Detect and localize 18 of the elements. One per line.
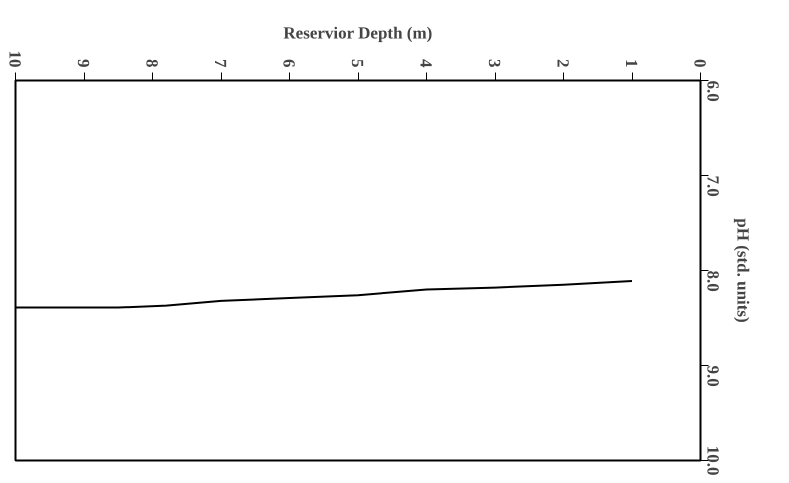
x-tick-label: 0 [690, 59, 710, 68]
x-tick-label: 2 [554, 59, 572, 68]
x-tick-label: 7 [211, 59, 230, 68]
x-tick-label: 3 [485, 59, 504, 68]
y-tick-label: 10.0 [704, 446, 722, 476]
x-tick-label: 8 [142, 59, 162, 68]
x-tick-label: 5 [348, 59, 367, 68]
y-tick-label: 6.0 [704, 80, 722, 102]
y-tick-label: 9.0 [704, 366, 722, 387]
x-tick-label: 9 [74, 59, 93, 68]
y-tick-label: 7.0 [704, 176, 722, 197]
x-tick-label: 10 [6, 50, 24, 68]
x-tick-label: 4 [416, 59, 436, 68]
y-axis-title: pH (std. units) [734, 218, 752, 323]
x-tick-label: 6 [280, 59, 298, 68]
x-axis-title: Reservior Depth (m) [283, 24, 432, 42]
y-tick-label: 8.0 [704, 270, 722, 292]
x-tick-label: 1 [622, 59, 641, 68]
